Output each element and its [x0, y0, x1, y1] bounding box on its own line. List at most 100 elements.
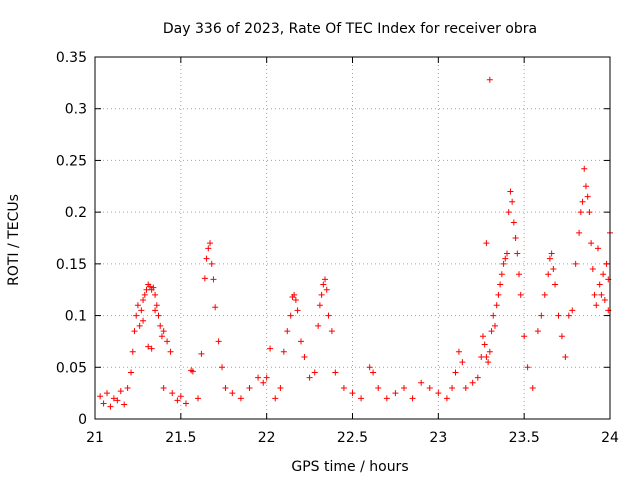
data-point: [177, 393, 184, 400]
data-point: [509, 198, 516, 205]
y-tick-label: 0.25: [56, 153, 87, 169]
x-tick-label: 22.5: [337, 430, 368, 446]
data-point: [205, 245, 212, 252]
data-point: [246, 384, 253, 391]
data-point: [582, 183, 589, 190]
data-point: [294, 307, 301, 314]
data-point: [462, 384, 469, 391]
data-point: [198, 350, 205, 357]
data-point: [486, 76, 493, 83]
data-point: [474, 374, 481, 381]
data-point: [548, 250, 555, 257]
data-point: [550, 266, 557, 273]
data-point: [512, 235, 519, 241]
data-point: [516, 271, 523, 278]
data-point: [195, 395, 201, 402]
data-point: [138, 307, 145, 314]
data-point: [598, 291, 605, 298]
data-point: [134, 302, 141, 309]
data-point: [483, 353, 490, 360]
data-point: [581, 165, 588, 172]
data-point: [210, 276, 217, 283]
data-point: [160, 384, 167, 391]
data-point: [562, 353, 569, 360]
data-point: [552, 281, 559, 288]
data-point: [541, 291, 548, 298]
data-point: [189, 368, 196, 375]
data-point: [272, 395, 279, 402]
data-point: [322, 276, 329, 283]
data-point: [545, 271, 552, 278]
data-point: [114, 397, 121, 404]
data-point: [455, 348, 462, 355]
x-tick-label: 21: [86, 430, 104, 446]
data-point: [174, 397, 181, 404]
data-point: [145, 343, 152, 350]
x-tick-label: 21.5: [165, 430, 196, 446]
data-point: [129, 348, 136, 355]
data-point: [207, 240, 214, 247]
data-point: [167, 348, 174, 355]
data-point: [435, 390, 442, 397]
x-tick-label: 23: [429, 430, 447, 446]
data-point: [392, 390, 399, 397]
data-point: [485, 359, 492, 366]
data-point: [110, 395, 117, 402]
data-point: [182, 400, 189, 407]
data-point: [263, 374, 270, 381]
data-point: [500, 260, 507, 267]
data-point: [505, 209, 512, 216]
data-point: [219, 364, 226, 371]
x-tick-label: 23.5: [509, 430, 540, 446]
data-point: [260, 379, 267, 386]
data-point: [366, 364, 373, 371]
data-point: [493, 302, 500, 309]
data-point: [284, 328, 291, 335]
data-point: [449, 384, 456, 391]
data-point: [588, 240, 595, 247]
data-point: [237, 395, 244, 402]
plot-frame: [94, 56, 611, 420]
data-point: [498, 271, 505, 278]
data-point: [208, 260, 215, 267]
data-point: [203, 255, 210, 262]
data-point: [146, 283, 153, 290]
data-point: [375, 384, 382, 391]
data-point: [267, 345, 274, 352]
data-point: [418, 379, 425, 386]
data-point: [143, 286, 150, 293]
data-point: [131, 328, 138, 335]
y-axis-label: ROTI / TECUs: [6, 194, 22, 286]
data-point: [593, 302, 600, 309]
data-point: [600, 271, 607, 278]
data-point: [497, 281, 504, 288]
data-point: [136, 322, 143, 329]
data-point: [577, 209, 584, 216]
data-point: [488, 328, 495, 335]
data-point: [586, 209, 593, 216]
data-point: [229, 390, 236, 397]
data-point: [383, 395, 390, 402]
data-point: [292, 297, 299, 304]
data-point: [152, 307, 159, 314]
data-point: [517, 291, 524, 298]
data-point: [328, 328, 335, 335]
data-point: [315, 322, 322, 329]
data-point: [301, 353, 308, 360]
data-point: [133, 312, 140, 319]
data-point: [104, 390, 111, 397]
y-tick-label: 0: [78, 412, 87, 428]
data-point: [601, 297, 608, 304]
data-point: [332, 369, 339, 376]
data-point: [589, 266, 596, 273]
data-point: [100, 400, 107, 407]
data-point: [358, 395, 365, 402]
grid-lines: [95, 57, 610, 419]
x-tick-label: 24: [601, 430, 619, 446]
chart-title: Day 336 of 2023, Rate Of TEC Index for r…: [163, 21, 537, 37]
data-point: [152, 291, 159, 298]
data-point: [107, 403, 114, 410]
data-point: [141, 291, 148, 298]
y-tick-label: 0.35: [56, 50, 87, 66]
